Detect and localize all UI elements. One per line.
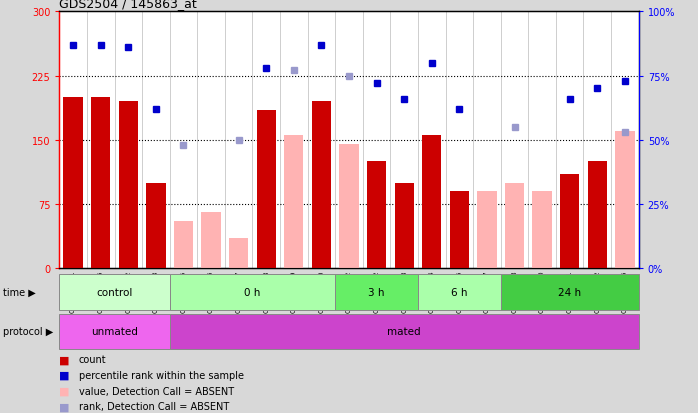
Text: 24 h: 24 h [558,287,581,297]
Bar [59,314,170,349]
Bar [560,175,579,268]
Bar [339,145,359,268]
Bar [147,183,165,268]
Bar [119,102,138,268]
Text: count: count [79,354,107,364]
Bar [394,183,414,268]
Bar [64,98,83,268]
Bar [174,221,193,268]
Bar [170,314,639,349]
Text: time ▶: time ▶ [3,287,36,297]
Bar [170,275,335,310]
Text: percentile rank within the sample: percentile rank within the sample [79,370,244,380]
Text: ■: ■ [59,354,70,364]
Bar [202,213,221,268]
Bar [615,132,634,268]
Text: value, Detection Call = ABSENT: value, Detection Call = ABSENT [79,386,234,396]
Text: protocol ▶: protocol ▶ [3,326,54,337]
Bar [418,275,500,310]
Bar [615,157,634,268]
Bar [505,183,524,268]
Bar [335,275,418,310]
Text: 0 h: 0 h [244,287,260,297]
Text: rank, Detection Call = ABSENT: rank, Detection Call = ABSENT [79,401,229,411]
Bar [422,136,441,268]
Text: ■: ■ [59,401,70,411]
Text: control: control [96,287,133,297]
Text: ■: ■ [59,386,70,396]
Bar [229,239,248,268]
Bar [533,192,551,268]
Bar [312,102,331,268]
Bar [59,275,170,310]
Text: ■: ■ [59,370,70,380]
Bar [257,111,276,268]
Bar [91,98,110,268]
Bar [500,275,639,310]
Text: GDS2504 / 145863_at: GDS2504 / 145863_at [59,0,197,10]
Bar [450,192,469,268]
Text: unmated: unmated [91,326,138,337]
Bar [367,162,386,268]
Bar [588,162,607,268]
Text: 3 h: 3 h [369,287,385,297]
Text: 6 h: 6 h [451,287,468,297]
Text: mated: mated [387,326,421,337]
Bar [284,136,304,268]
Bar [477,192,496,268]
